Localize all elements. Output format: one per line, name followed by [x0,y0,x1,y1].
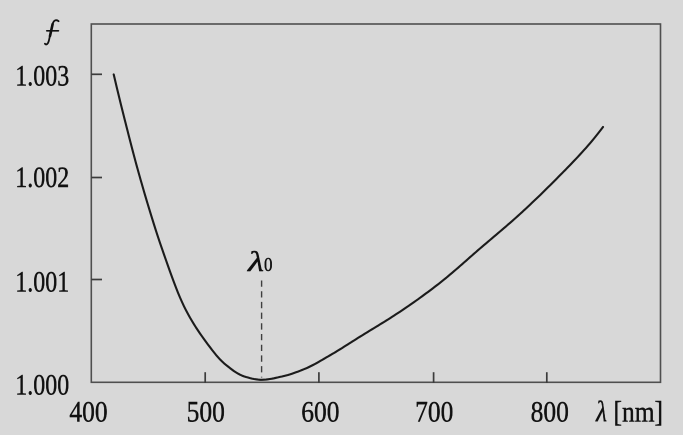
svg-text:1.001: 1.001 [15,265,69,298]
svg-text:600: 600 [301,396,339,428]
svg-text:[nm]: [nm] [614,396,664,428]
svg-text:λ: λ [595,396,607,428]
svg-text:λ0: λ0 [247,245,273,278]
svg-text:500: 500 [187,396,225,428]
svg-text:800: 800 [531,396,569,428]
svg-text:700: 700 [415,396,453,428]
svg-text:400: 400 [69,396,107,428]
svg-text:1.002: 1.002 [15,160,69,193]
svg-text:1.000: 1.000 [15,368,69,401]
svg-text:1.003: 1.003 [15,59,69,92]
